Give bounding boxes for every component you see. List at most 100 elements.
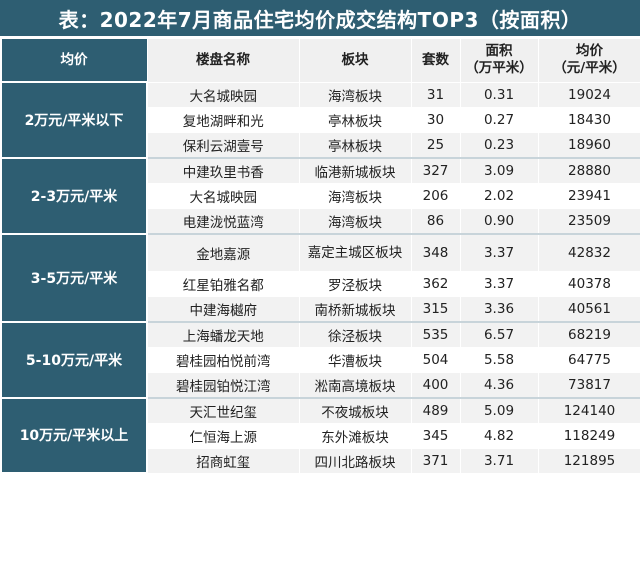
area: 0.90 — [459, 207, 539, 234]
units: 86 — [410, 207, 461, 234]
price: 64775 — [537, 346, 640, 373]
area: 4.82 — [459, 422, 539, 449]
price: 18960 — [537, 131, 640, 158]
units: 25 — [410, 131, 461, 158]
district: 海湾板块 — [298, 182, 412, 209]
price: 118249 — [537, 422, 640, 449]
district: 四川北路板块 — [298, 447, 412, 474]
project-name: 仁恒海上源 — [146, 422, 300, 449]
header-price: 均价 （元/平米） — [537, 38, 640, 83]
table-title: 表：2022年7月商品住宅均价成交结构TOP3（按面积） — [0, 0, 640, 38]
table-row: 5-10万元/平米 上海蟠龙天地 徐泾板块 535 6.57 68219 — [0, 320, 640, 399]
district: 海湾板块 — [298, 81, 412, 108]
units: 348 — [410, 232, 461, 272]
table-body: 2万元/平米以下 大名城映园 海湾板块 31 0.31 19024 复地湖畔和光… — [0, 81, 640, 474]
units: 327 — [410, 156, 461, 184]
table-row: 2-3万元/平米 中建玖里书香 临港新城板块 327 3.09 28880 — [0, 156, 640, 235]
area: 4.36 — [459, 371, 539, 398]
district: 不夜城板块 — [298, 396, 412, 424]
district: 罗泾板块 — [298, 270, 412, 297]
area: 5.09 — [459, 396, 539, 424]
project-name: 中建玖里书香 — [146, 156, 300, 184]
header-row: 均价 楼盘名称 板块 套数 面积 （万平米） 均价 （元/平米） — [0, 38, 640, 83]
table-row: 招商虹玺 四川北路板块 371 3.71 121895 — [1, 447, 640, 474]
table-row: 复地湖畔和光 亭林板块 30 0.27 18430 — [1, 106, 640, 133]
units: 535 — [410, 320, 461, 348]
district: 亭林板块 — [298, 106, 412, 133]
area: 0.23 — [459, 131, 539, 158]
price-band-cell: 3-5万元/平米 — [0, 232, 148, 323]
project-name: 大名城映园 — [146, 81, 300, 108]
price: 40378 — [537, 270, 640, 297]
table-row: 仁恒海上源 东外滩板块 345 4.82 118249 — [1, 422, 640, 449]
price: 68219 — [537, 320, 640, 348]
price: 28880 — [537, 156, 640, 184]
header-district: 板块 — [298, 38, 412, 83]
units: 371 — [410, 447, 461, 474]
header-units: 套数 — [410, 38, 461, 83]
price: 124140 — [537, 396, 640, 424]
table-row: 3-5万元/平米 金地嘉源 嘉定主城区板块 348 3.37 42832 — [0, 232, 640, 323]
units: 400 — [410, 371, 461, 398]
table-row: 大名城映园 海湾板块 206 2.02 23941 — [1, 182, 640, 209]
district: 海湾板块 — [298, 207, 412, 234]
area: 0.31 — [459, 81, 539, 108]
table-row: 中建海樾府 南桥新城板块 315 3.36 40561 — [1, 295, 640, 322]
district: 东外滩板块 — [298, 422, 412, 449]
header-name: 楼盘名称 — [146, 38, 300, 83]
project-name: 复地湖畔和光 — [146, 106, 300, 133]
table-row: 碧桂园铂悦江湾 淞南高境板块 400 4.36 73817 — [1, 371, 640, 398]
price: 73817 — [537, 371, 640, 398]
area: 3.36 — [459, 295, 539, 322]
district: 南桥新城板块 — [298, 295, 412, 322]
units: 206 — [410, 182, 461, 209]
district: 亭林板块 — [298, 131, 412, 158]
district: 徐泾板块 — [298, 320, 412, 348]
project-name: 金地嘉源 — [146, 232, 300, 272]
project-name: 碧桂园铂悦江湾 — [146, 371, 300, 398]
area: 3.37 — [459, 270, 539, 297]
price-band-cell: 2-3万元/平米 — [0, 156, 148, 235]
units: 315 — [410, 295, 461, 322]
price-band-cell: 2万元/平米以下 — [0, 81, 148, 159]
district: 嘉定主城区板块 — [298, 232, 412, 272]
area: 3.37 — [459, 232, 539, 272]
area: 3.09 — [459, 156, 539, 184]
units: 504 — [410, 346, 461, 373]
project-name: 碧桂园柏悦前湾 — [146, 346, 300, 373]
price: 19024 — [537, 81, 640, 108]
table-row: 2万元/平米以下 大名城映园 海湾板块 31 0.31 19024 — [0, 81, 640, 159]
table-row: 保利云湖壹号 亭林板块 25 0.23 18960 — [1, 131, 640, 158]
project-name: 红星铂雅名都 — [146, 270, 300, 297]
project-name: 招商虹玺 — [146, 447, 300, 474]
project-name: 天汇世纪玺 — [146, 396, 300, 424]
price: 23941 — [537, 182, 640, 209]
project-name: 电建泷悦蓝湾 — [146, 207, 300, 234]
transaction-table: 均价 楼盘名称 板块 套数 面积 （万平米） 均价 （元/平米） 2万元/平米以… — [0, 38, 640, 474]
price: 23509 — [537, 207, 640, 234]
area: 3.71 — [459, 447, 539, 474]
project-name: 保利云湖壹号 — [146, 131, 300, 158]
units: 345 — [410, 422, 461, 449]
district: 淞南高境板块 — [298, 371, 412, 398]
header-category: 均价 — [0, 38, 148, 83]
units: 31 — [410, 81, 461, 108]
price-band-cell: 10万元/平米以上 — [0, 396, 148, 474]
table-row: 碧桂园柏悦前湾 华漕板块 504 5.58 64775 — [1, 346, 640, 373]
price: 40561 — [537, 295, 640, 322]
area: 2.02 — [459, 182, 539, 209]
header-area: 面积 （万平米） — [459, 38, 539, 83]
units: 30 — [410, 106, 461, 133]
area: 6.57 — [459, 320, 539, 348]
units: 489 — [410, 396, 461, 424]
area: 5.58 — [459, 346, 539, 373]
table-row: 10万元/平米以上 天汇世纪玺 不夜城板块 489 5.09 124140 — [0, 396, 640, 474]
price-band-cell: 5-10万元/平米 — [0, 320, 148, 399]
district: 临港新城板块 — [298, 156, 412, 184]
units: 362 — [410, 270, 461, 297]
price: 121895 — [537, 447, 640, 474]
price: 18430 — [537, 106, 640, 133]
area: 0.27 — [459, 106, 539, 133]
project-name: 大名城映园 — [146, 182, 300, 209]
price: 42832 — [537, 232, 640, 272]
